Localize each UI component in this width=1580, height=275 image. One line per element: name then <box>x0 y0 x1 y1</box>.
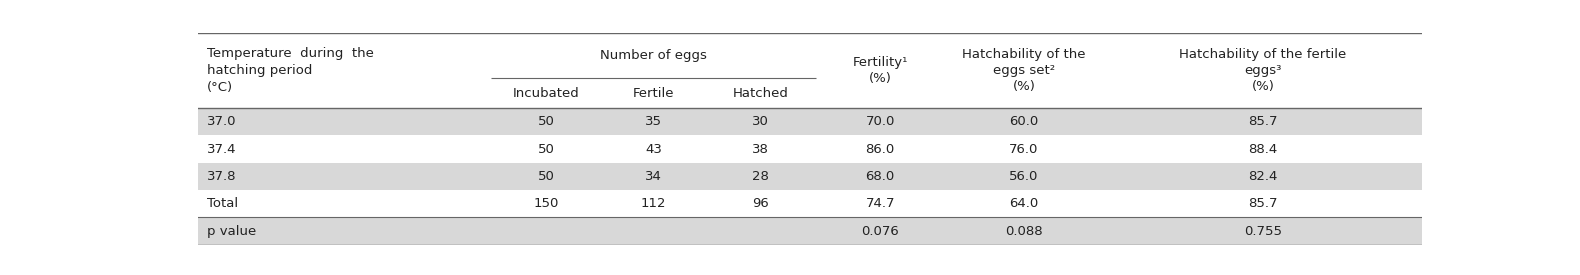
Text: 74.7: 74.7 <box>866 197 894 210</box>
Text: 85.7: 85.7 <box>1248 115 1278 128</box>
Text: 50: 50 <box>539 143 555 156</box>
Bar <box>198 108 1422 136</box>
Text: Number of eggs: Number of eggs <box>600 49 708 62</box>
Text: Fertility¹
(%): Fertility¹ (%) <box>853 56 908 85</box>
Text: 43: 43 <box>645 143 662 156</box>
Text: Fertile: Fertile <box>634 87 675 100</box>
Text: 64.0: 64.0 <box>1010 197 1038 210</box>
Text: 0.755: 0.755 <box>1243 225 1281 238</box>
Text: 50: 50 <box>539 115 555 128</box>
Text: 34: 34 <box>645 170 662 183</box>
Text: 82.4: 82.4 <box>1248 170 1278 183</box>
Text: 0.088: 0.088 <box>1005 225 1043 238</box>
Text: 50: 50 <box>539 170 555 183</box>
Text: 85.7: 85.7 <box>1248 197 1278 210</box>
Text: 56.0: 56.0 <box>1010 170 1038 183</box>
Bar <box>198 218 1422 245</box>
Text: 38: 38 <box>752 143 769 156</box>
Text: p value: p value <box>207 225 256 238</box>
Text: 37.0: 37.0 <box>207 115 237 128</box>
Text: 37.8: 37.8 <box>207 170 237 183</box>
Text: Hatchability of the
eggs set²
(%): Hatchability of the eggs set² (%) <box>962 48 1085 93</box>
Text: Hatched: Hatched <box>733 87 788 100</box>
Bar <box>198 163 1422 190</box>
Text: 30: 30 <box>752 115 769 128</box>
Text: 68.0: 68.0 <box>866 170 894 183</box>
Text: Total: Total <box>207 197 239 210</box>
Text: 60.0: 60.0 <box>1010 115 1038 128</box>
Text: 88.4: 88.4 <box>1248 143 1278 156</box>
Text: 37.4: 37.4 <box>207 143 237 156</box>
Text: 112: 112 <box>641 197 667 210</box>
Text: 150: 150 <box>534 197 559 210</box>
Text: 86.0: 86.0 <box>866 143 894 156</box>
Text: 76.0: 76.0 <box>1010 143 1038 156</box>
Text: Incubated: Incubated <box>514 87 580 100</box>
Text: Temperature  during  the
hatching period
(°C): Temperature during the hatching period (… <box>207 47 374 94</box>
Text: 35: 35 <box>645 115 662 128</box>
Text: 0.076: 0.076 <box>861 225 899 238</box>
Text: 70.0: 70.0 <box>866 115 894 128</box>
Text: 28: 28 <box>752 170 769 183</box>
Text: 96: 96 <box>752 197 769 210</box>
Text: Hatchability of the fertile
eggs³
(%): Hatchability of the fertile eggs³ (%) <box>1179 48 1346 93</box>
